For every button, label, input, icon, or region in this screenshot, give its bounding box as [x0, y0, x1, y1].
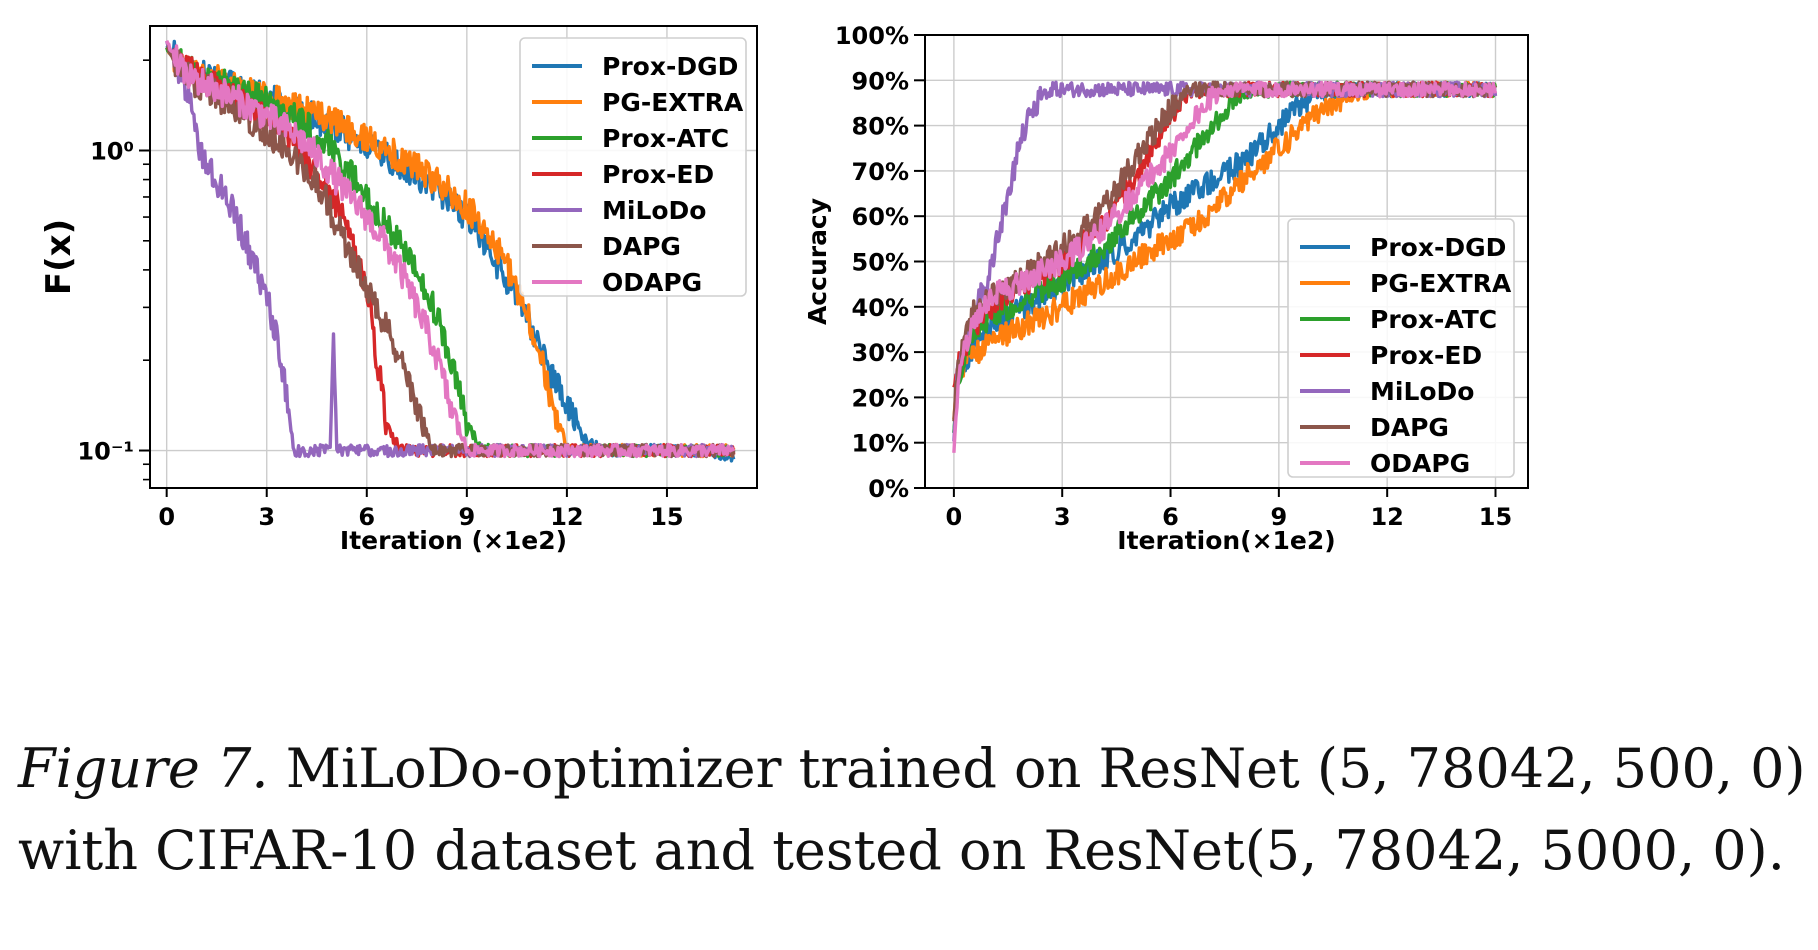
- caption-line-2: with CIFAR-10 dataset and tested on ResN…: [18, 819, 1785, 882]
- legend-label: MiLoDo: [1370, 377, 1474, 406]
- legend-label: ODAPG: [1370, 449, 1470, 478]
- legend-label: Prox-ED: [602, 160, 714, 189]
- y-tick-label: 50%: [852, 249, 909, 277]
- x-tick-label: 6: [358, 503, 375, 531]
- caption-text-1: MiLoDo-optimizer trained on ResNet (5, 7…: [285, 737, 1806, 800]
- x-tick-label: 6: [1162, 503, 1179, 531]
- x-axis-label: Iteration(×1e2): [1117, 526, 1335, 555]
- y-tick-label: 10%: [852, 430, 909, 458]
- legend-label: Prox-DGD: [1370, 233, 1506, 262]
- figure-caption: Figure 7. MiLoDo-optimizer trained on Re…: [18, 728, 1808, 892]
- x-tick-label: 0: [158, 503, 175, 531]
- legend-label: Prox-ATC: [1370, 305, 1497, 334]
- y-tick-label: 20%: [852, 384, 909, 412]
- x-tick-label: 3: [258, 503, 275, 531]
- series-group: [165, 39, 736, 463]
- x-tick-label: 9: [1271, 503, 1288, 531]
- x-tick-label: 3: [1054, 503, 1071, 531]
- legend-label: PG-EXTRA: [1370, 269, 1512, 298]
- series-line-odapg: [952, 80, 1498, 453]
- legend-label: ODAPG: [602, 268, 702, 297]
- x-tick-label: 15: [1479, 503, 1512, 531]
- series-group: [952, 80, 1498, 453]
- chart-objective: 0 3 6 9 12 15 10⁰ 10⁻¹ Iteration (×1e2) F(x) Prox-…: [39, 25, 758, 555]
- legend-label: DAPG: [1370, 413, 1449, 442]
- x-tick-label: 9: [458, 503, 475, 531]
- x-tick-label: 0: [946, 503, 963, 531]
- x-tick-label: 12: [1370, 503, 1403, 531]
- y-tick-label: 10⁻¹: [77, 438, 134, 466]
- caption-label: Figure 7.: [18, 737, 269, 800]
- y-tick-label: 10⁰: [90, 137, 134, 165]
- y-tick-label: 30%: [852, 339, 909, 367]
- x-axis-label: Iteration (×1e2): [340, 526, 567, 555]
- y-tick-label: 100%: [835, 22, 909, 50]
- y-tick-label: 70%: [852, 158, 909, 186]
- legend-label: Prox-ATC: [602, 124, 729, 153]
- y-tick-label: 90%: [852, 67, 909, 95]
- legend-label: Prox-ED: [1370, 341, 1482, 370]
- y-tick-label: 80%: [852, 113, 909, 141]
- legend-label: MiLoDo: [602, 196, 706, 225]
- series-line-odapg: [165, 39, 736, 459]
- x-tick-label: 12: [550, 503, 583, 531]
- legend-label: DAPG: [602, 232, 681, 261]
- y-axis-label: F(x): [39, 219, 79, 295]
- y-tick-label: 0%: [868, 475, 909, 503]
- plot-frame: [149, 25, 758, 489]
- legend-label: PG-EXTRA: [602, 88, 744, 117]
- chart-accuracy: 0 3 6 9 12 15 0% 10% 20% 30% 40% 50% 60% 70% 80% 90% 100…: [803, 22, 1529, 555]
- x-tick-label: 15: [650, 503, 683, 531]
- caption-line-1: Figure 7. MiLoDo-optimizer trained on Re…: [18, 728, 1808, 810]
- y-axis-label: Accuracy: [803, 198, 832, 325]
- y-tick-label: 60%: [852, 203, 909, 231]
- legend-label: Prox-DGD: [602, 52, 738, 81]
- y-tick-label: 40%: [852, 294, 909, 322]
